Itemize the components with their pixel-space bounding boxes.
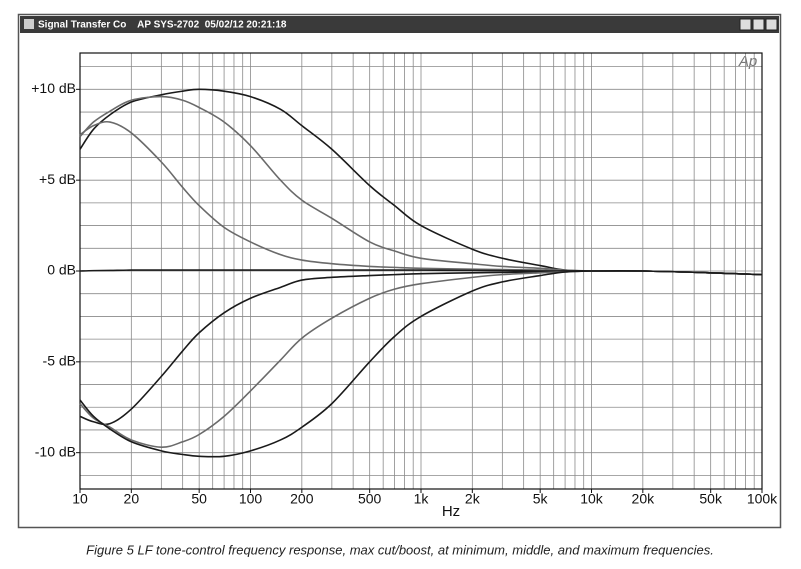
title-bar <box>20 16 779 33</box>
minimize-button[interactable] <box>739 18 752 31</box>
x-tick-label: 50 <box>191 491 207 507</box>
x-tick-label: 20k <box>632 491 656 507</box>
window-title: Signal Transfer Co AP SYS-2702 05/02/12 … <box>38 20 287 31</box>
x-tick-label: 100k <box>747 491 778 507</box>
x-tick-label: 200 <box>290 491 314 507</box>
maximize-button[interactable] <box>752 18 765 31</box>
plot: +10 dB +5 dB 0 dB -5 dB -10 dB 10 20 50 100 200 50… <box>31 52 778 507</box>
y-tick-label: 0 dB <box>47 262 76 278</box>
close-button[interactable] <box>765 18 778 31</box>
caption: Figure 5 LF tone-control frequency respo… <box>86 542 714 557</box>
app-icon <box>24 19 34 29</box>
y-tick-label: +5 dB <box>39 171 76 187</box>
x-tick-label: 20 <box>124 491 140 507</box>
x-tick-label: 50k <box>699 491 723 507</box>
y-tick-label: -10 dB <box>35 443 76 459</box>
y-tick-label: +10 dB <box>31 80 76 96</box>
x-tick-label: 100 <box>239 491 263 507</box>
x-axis-label: Hz <box>442 503 460 520</box>
response-curve <box>79 270 763 458</box>
y-tick-label: -5 dB <box>43 353 76 369</box>
x-tick-label: 5k <box>533 491 549 507</box>
x-tick-label: 1k <box>414 491 430 507</box>
x-tick-label: 2k <box>465 491 481 507</box>
x-tick-label: 10 <box>72 491 88 507</box>
x-tick-label: 10k <box>580 491 604 507</box>
logo: Ap <box>738 53 757 70</box>
x-tick-label: 500 <box>358 491 382 507</box>
